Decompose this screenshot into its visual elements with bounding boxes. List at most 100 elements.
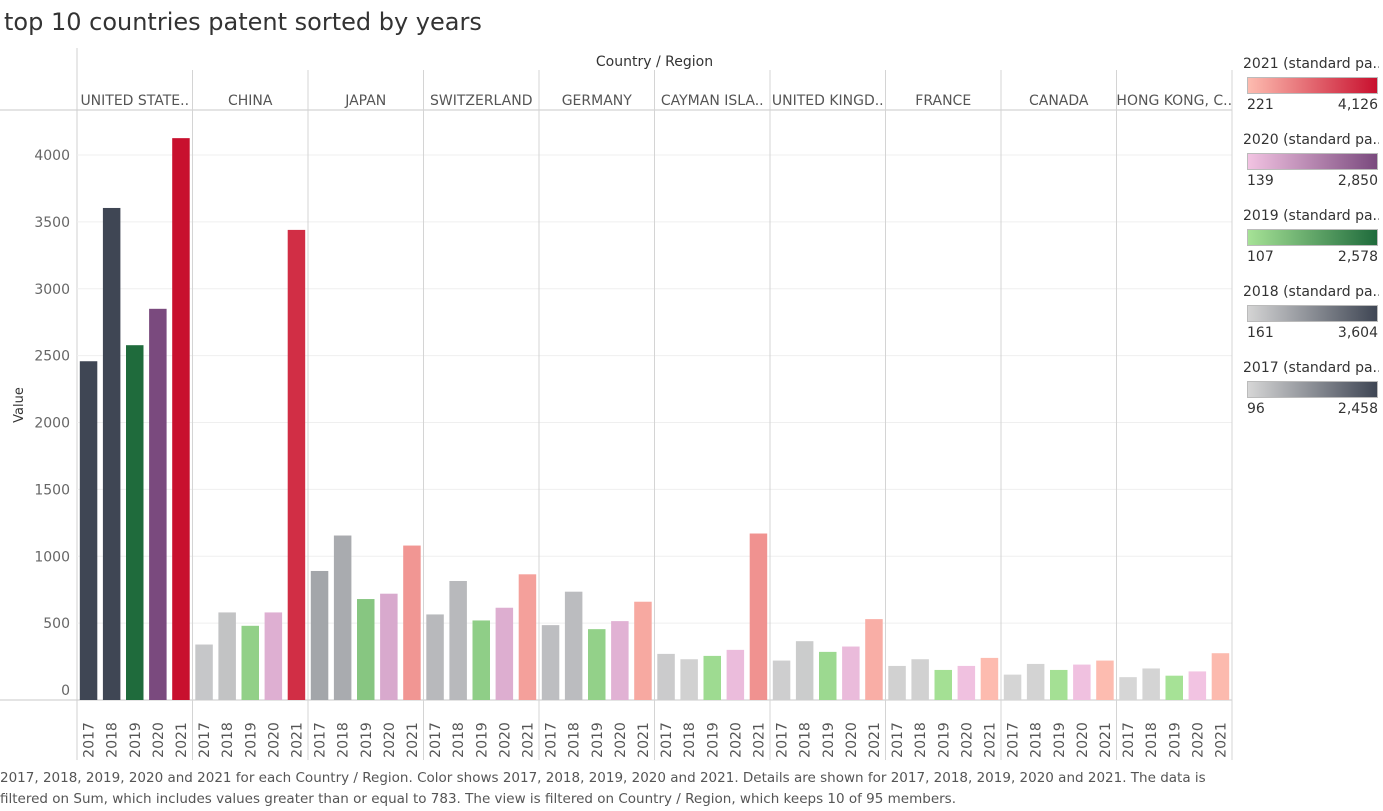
group-label: JAPAN — [344, 93, 386, 109]
legend-min: 161 — [1247, 325, 1274, 341]
bar — [1004, 675, 1022, 700]
legend-title: 2019 (standard pa.. — [1243, 208, 1379, 224]
x-tick-label: 2018 — [105, 722, 121, 758]
bar — [865, 619, 883, 700]
color-legend: 2021 (standard pa..2214,126 — [1243, 56, 1379, 113]
y-tick-label: 1500 — [34, 482, 70, 498]
bar — [496, 608, 513, 700]
legend-max: 3,604 — [1338, 325, 1378, 341]
bar — [426, 614, 444, 700]
bar — [357, 599, 375, 700]
x-tick-label: 2017 — [890, 722, 906, 758]
x-tick-label: 2017 — [544, 722, 560, 758]
bar — [1096, 661, 1114, 700]
column-header-title: Country / Region — [596, 54, 713, 70]
y-tick-label: 0 — [61, 683, 70, 699]
x-tick-label: 2017 — [197, 722, 213, 758]
bar — [265, 612, 283, 700]
color-legend: 2019 (standard pa.. 107 2,578 — [1243, 208, 1379, 265]
bar — [750, 534, 768, 700]
bar — [334, 536, 352, 700]
legend-range: 107 2,578 — [1247, 249, 1378, 265]
x-tick-label: 2018 — [451, 722, 467, 758]
legend-max: 2,578 — [1338, 249, 1378, 265]
bar — [1166, 676, 1184, 700]
x-tick-label: 2017 — [313, 722, 329, 758]
legend-max: 4,126 — [1338, 97, 1378, 113]
y-tick-label: 3000 — [34, 282, 70, 298]
bar — [911, 659, 929, 700]
x-tick-label: 2019 — [1167, 722, 1183, 758]
bar — [380, 594, 398, 700]
x-tick-label: 2019 — [243, 722, 259, 758]
bar — [1142, 668, 1160, 700]
bar — [981, 658, 999, 700]
legend-min: 139 — [1247, 173, 1274, 189]
x-tick-label: 2021 — [751, 722, 767, 758]
x-tick-label: 2017 — [82, 722, 98, 758]
bar — [565, 592, 583, 700]
bar — [888, 666, 906, 700]
y-tick-label: 2500 — [34, 349, 70, 365]
bar — [103, 208, 121, 700]
bar — [1189, 671, 1207, 700]
legend-title: 2018 (standard pa.. — [1243, 284, 1379, 300]
x-tick-label: 2021 — [174, 722, 190, 758]
y-tick-label: 1000 — [34, 549, 70, 565]
x-tick-label: 2019 — [936, 722, 952, 758]
bar — [842, 647, 860, 700]
y-tick-label: 500 — [43, 616, 70, 632]
x-tick-label: 2018 — [913, 722, 929, 758]
bar — [242, 626, 260, 700]
legend-max: 2,458 — [1338, 401, 1378, 417]
x-tick-label: 2017 — [1121, 722, 1137, 758]
legend-min: 221 — [1247, 97, 1274, 113]
bar-chart: Country / Region 0 500 1000 1500 2000 2500 3000… — [0, 0, 1240, 768]
legend-range: 962,458 — [1247, 401, 1378, 417]
group-label: CAYMAN ISLA.. — [661, 93, 764, 109]
group-label: FRANCE — [915, 93, 971, 109]
bar — [611, 621, 629, 700]
bar — [80, 361, 98, 700]
x-tick-label: 2019 — [359, 722, 375, 758]
bar — [172, 138, 190, 700]
x-tick-label: 2018 — [567, 722, 583, 758]
y-tick-label: 3500 — [34, 215, 70, 231]
legend-title: 2020 (standard pa.. — [1243, 132, 1379, 148]
legend-min: 107 — [1247, 249, 1274, 265]
x-tick-label: 2017 — [428, 722, 444, 758]
group-label: SWITZERLAND — [430, 93, 533, 109]
x-tick-label: 2020 — [728, 722, 744, 758]
bar — [1073, 665, 1091, 700]
x-tick-label: 2017 — [659, 722, 675, 758]
bar — [958, 666, 976, 700]
legend-range: 161 3,604 — [1247, 325, 1378, 341]
x-tick-label: 2019 — [1052, 722, 1068, 758]
x-tick-label: 2020 — [1190, 722, 1206, 758]
bar — [126, 345, 144, 700]
x-tick-label: 2018 — [336, 722, 352, 758]
bar — [588, 629, 606, 700]
legend-gradient — [1247, 77, 1378, 94]
legend-gradient — [1247, 153, 1378, 170]
bar — [657, 654, 675, 700]
x-tick-label: 2020 — [266, 722, 282, 758]
x-tick-label: 2021 — [405, 722, 421, 758]
bar — [288, 230, 306, 700]
x-tick-label: 2020 — [382, 722, 398, 758]
legend-range: 221 4,126 — [1247, 97, 1378, 113]
bar — [819, 652, 837, 700]
y-tick-label: 2000 — [34, 416, 70, 432]
x-tick-label: 2021 — [1213, 722, 1229, 758]
bar — [519, 574, 537, 700]
bar — [449, 581, 467, 700]
x-tick-label: 2021 — [636, 722, 652, 758]
x-tick-label: 2019 — [590, 722, 606, 758]
color-legend: 2020 (standard pa..1392,850 — [1243, 132, 1379, 189]
bar — [403, 546, 421, 700]
bar — [473, 620, 491, 700]
x-tick-label: 2021 — [289, 722, 305, 758]
bar — [311, 571, 329, 700]
bar — [1212, 653, 1230, 700]
bar — [704, 656, 722, 700]
